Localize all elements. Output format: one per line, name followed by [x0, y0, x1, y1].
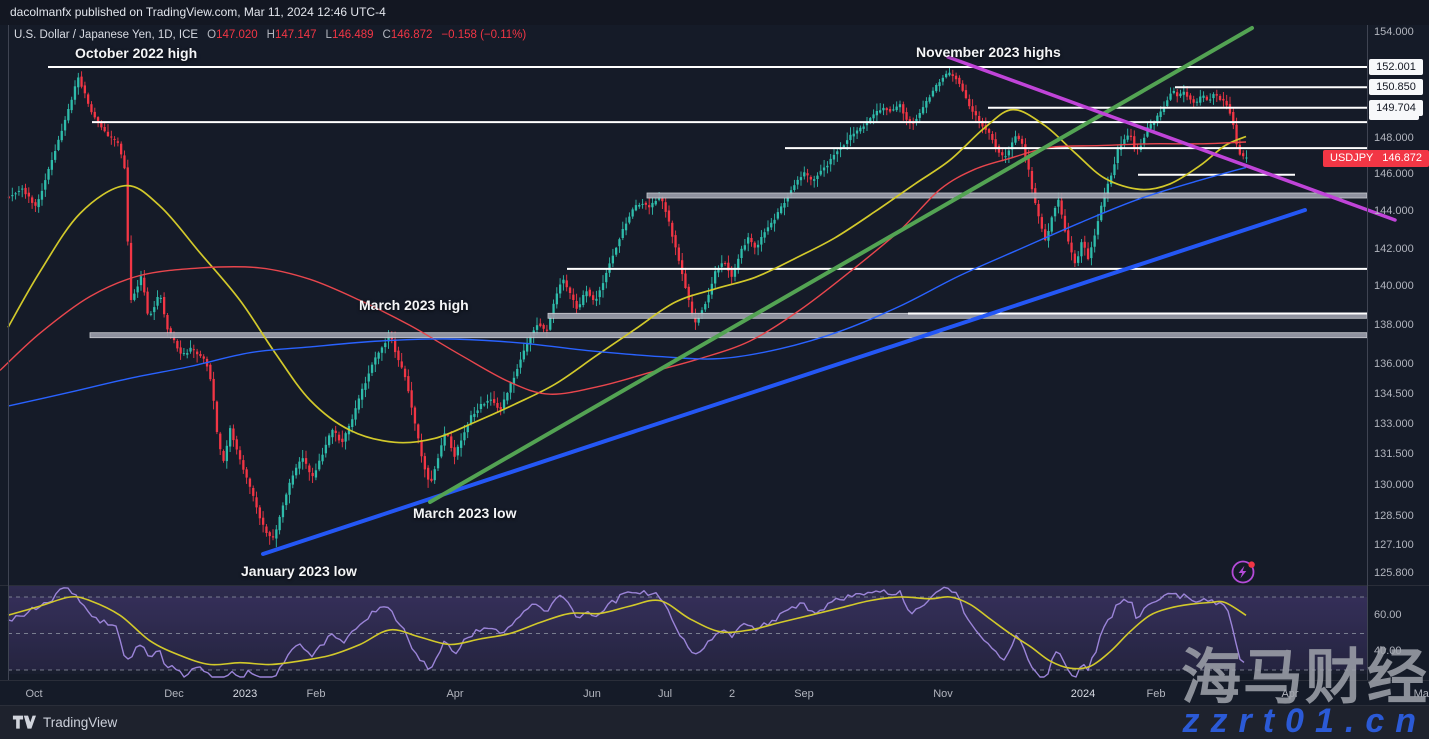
- price-label-148.000: 148.000: [1374, 131, 1414, 144]
- publish-text: dacolmanfx published on TradingView.com,…: [10, 5, 386, 19]
- time-label-Sep: Sep: [794, 688, 814, 700]
- price-label-125.800: 125.800: [1374, 566, 1414, 579]
- price-label-127.100: 127.100: [1374, 539, 1414, 551]
- annotation-march-2023-high: March 2023 high: [359, 297, 469, 313]
- time-label-May: May: [1413, 688, 1429, 700]
- time-label-Jul: Jul: [657, 688, 673, 700]
- time-label-2: 2: [728, 688, 736, 700]
- price-label-133.000: 133.000: [1374, 417, 1414, 430]
- last-price-symbol: USDJPY: [1330, 152, 1374, 165]
- price-label-131.500: 131.500: [1374, 447, 1414, 460]
- time-label-2024: 2024: [1070, 688, 1096, 700]
- ohlc-values: O147.020 H147.147 L146.489 C146.872: [207, 29, 432, 41]
- footer-bar: TradingView: [0, 705, 1429, 739]
- price-label-152.001: 152.001: [1369, 59, 1423, 75]
- time-label-2023: 2023: [232, 688, 258, 700]
- symbol-legend[interactable]: U.S. Dollar / Japanese Yen, 1D, ICE O147…: [14, 29, 526, 41]
- annotation-november-2023-highs: November 2023 highs: [916, 44, 1061, 60]
- tradingview-logo[interactable]: [12, 714, 36, 731]
- price-label-134.500: 134.500: [1374, 387, 1414, 400]
- price-label-130.000: 130.000: [1374, 478, 1414, 491]
- ohlc-c: C146.872: [382, 29, 433, 41]
- price-label-128.500: 128.500: [1374, 509, 1414, 522]
- time-label-Dec: Dec: [164, 688, 184, 700]
- ohlc-o: O147.020: [207, 29, 258, 41]
- symbol-title: U.S. Dollar / Japanese Yen, 1D, ICE: [14, 29, 199, 41]
- publish-bar: dacolmanfx published on TradingView.com,…: [0, 0, 1429, 25]
- annotation-january-2023-low: January 2023 low: [241, 563, 357, 579]
- watermark-cn: 海马财经: [1181, 644, 1429, 711]
- time-label-Feb: Feb: [1146, 688, 1166, 700]
- price-label-138.000: 138.000: [1374, 318, 1414, 331]
- tradingview-brand[interactable]: TradingView: [43, 715, 118, 730]
- annotation-march-2023-low: March 2023 low: [413, 505, 517, 521]
- ohlc-h: H147.147: [266, 29, 317, 41]
- price-label-154.000: 154.000: [1374, 25, 1414, 38]
- price-label-142.000: 142.000: [1374, 242, 1414, 255]
- price-label-144.000: 144.000: [1374, 205, 1414, 218]
- flash-icon[interactable]: [1229, 557, 1259, 587]
- price-label-hidden: [1369, 113, 1419, 120]
- price-label-146.000: 146.000: [1374, 168, 1414, 181]
- price-label-150.850: 150.850: [1369, 79, 1423, 96]
- time-label-Feb: Feb: [306, 688, 326, 700]
- price-label-140.000: 140.000: [1374, 280, 1414, 293]
- time-label-Oct: Oct: [25, 688, 43, 700]
- annotation-october-2022-high: October 2022 high: [75, 45, 198, 61]
- time-label-Apr: Apr: [446, 688, 464, 700]
- watermark-site: zzrt01.cn: [1182, 702, 1427, 739]
- price-label-149.704: 149.704: [1369, 99, 1423, 116]
- time-label-Apr: Apr: [1281, 688, 1299, 700]
- last-price-badge: USDJPY 146.872: [1323, 150, 1429, 168]
- time-label-Nov: Nov: [933, 688, 953, 700]
- rsi-label-40.00: 40.00: [1374, 645, 1402, 658]
- price-label-136.000: 136.000: [1374, 357, 1414, 370]
- last-price-value: 146.872: [1382, 152, 1422, 165]
- ohlc-l: L146.489: [325, 29, 374, 41]
- time-label-Jun: Jun: [583, 688, 601, 700]
- rsi-label-60.00: 60.00: [1374, 608, 1402, 621]
- change-value: −0.158 (−0.11%): [441, 29, 527, 41]
